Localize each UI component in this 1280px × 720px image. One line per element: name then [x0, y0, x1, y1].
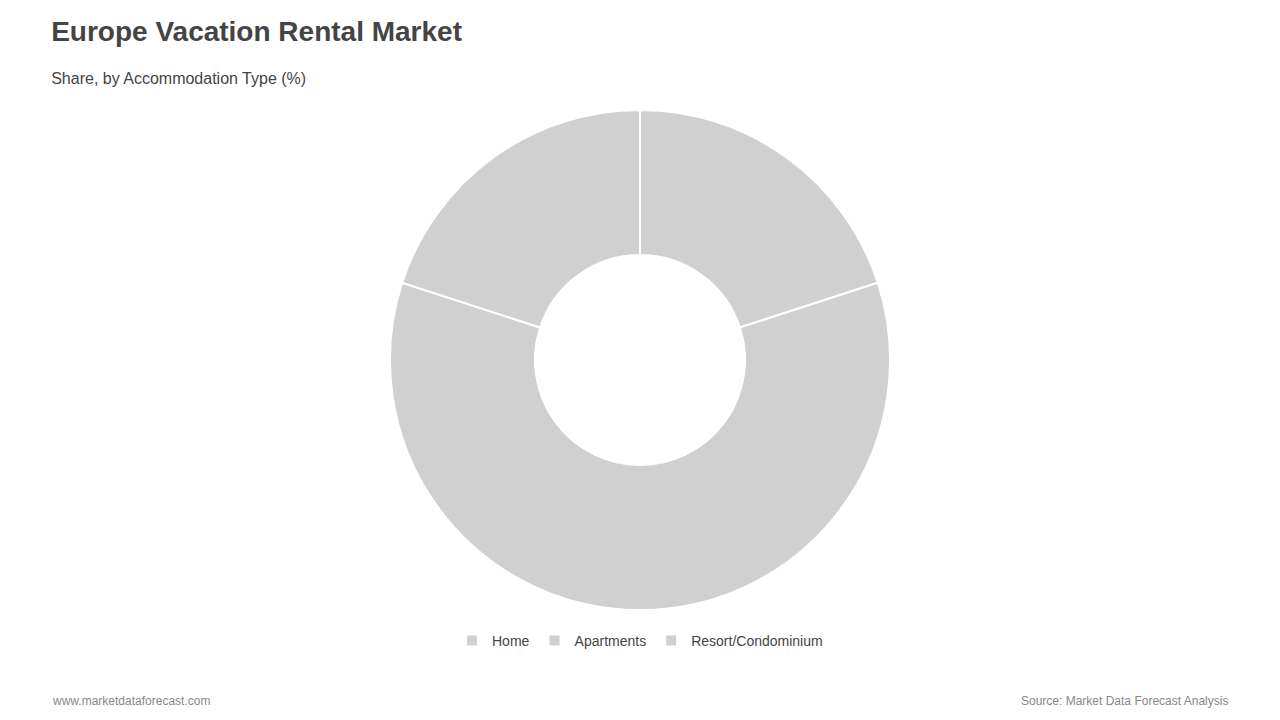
- svg-text:Share, by Accommodation Type (: Share, by Accommodation Type (%): [51, 70, 306, 87]
- svg-text:www.marketdataforecast.com: www.marketdataforecast.com: [52, 694, 210, 708]
- svg-text:Home: Home: [492, 633, 530, 649]
- svg-text:Source: Market Data Forecast A: Source: Market Data Forecast Analysis: [1021, 694, 1228, 708]
- svg-text:Europe Vacation Rental Market: Europe Vacation Rental Market: [51, 16, 462, 47]
- svg-text:Resort/Condominium: Resort/Condominium: [691, 633, 823, 649]
- svg-text:Apartments: Apartments: [575, 633, 647, 649]
